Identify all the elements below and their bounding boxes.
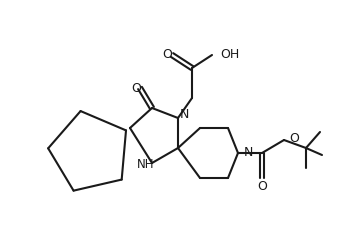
Text: NH: NH xyxy=(137,158,155,172)
Text: O: O xyxy=(289,132,299,144)
Text: N: N xyxy=(244,146,253,160)
Text: O: O xyxy=(131,82,141,94)
Text: O: O xyxy=(162,48,172,60)
Text: N: N xyxy=(179,108,189,120)
Text: OH: OH xyxy=(220,48,239,62)
Text: O: O xyxy=(257,180,267,194)
